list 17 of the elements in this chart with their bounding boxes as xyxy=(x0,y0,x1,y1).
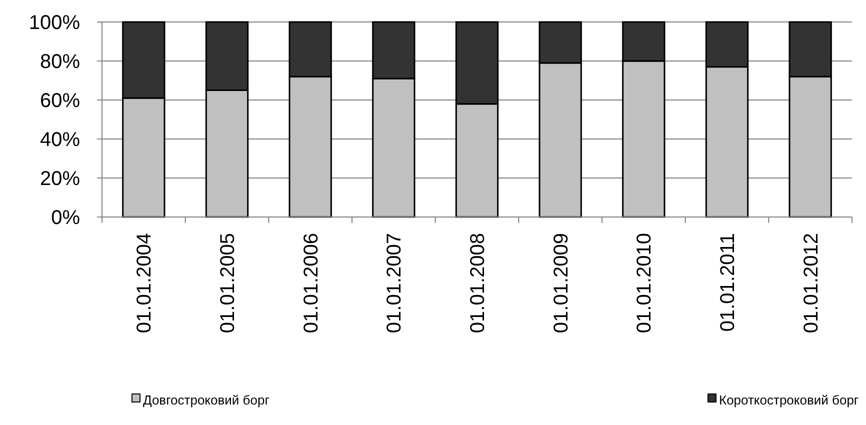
x-tick-label: 01.01.2010 xyxy=(634,233,656,334)
y-tick-label: 80% xyxy=(40,51,80,73)
legend-label: Короткостроковий борг xyxy=(719,392,859,408)
x-tick-label: 01.01.2004 xyxy=(134,233,156,334)
y-tick-label: 20% xyxy=(40,168,80,190)
y-tick-label: 60% xyxy=(40,90,80,112)
y-tick-label: 40% xyxy=(40,129,80,151)
x-tick-label: 01.01.2009 xyxy=(550,233,572,334)
x-tick-label: 01.01.2006 xyxy=(300,233,322,334)
x-tick-label: 01.01.2008 xyxy=(467,233,489,334)
x-tick-label: 01.01.2011 xyxy=(717,233,739,332)
x-tick-label: 01.01.2012 xyxy=(800,233,822,334)
x-tick-label: 01.01.2005 xyxy=(217,233,239,334)
y-tick-label: 100% xyxy=(28,12,80,34)
x-tick-label: 01.01.2007 xyxy=(384,233,406,334)
y-tick-label: 0% xyxy=(51,207,80,229)
legend-label: Довгостроковий борг xyxy=(143,392,270,408)
